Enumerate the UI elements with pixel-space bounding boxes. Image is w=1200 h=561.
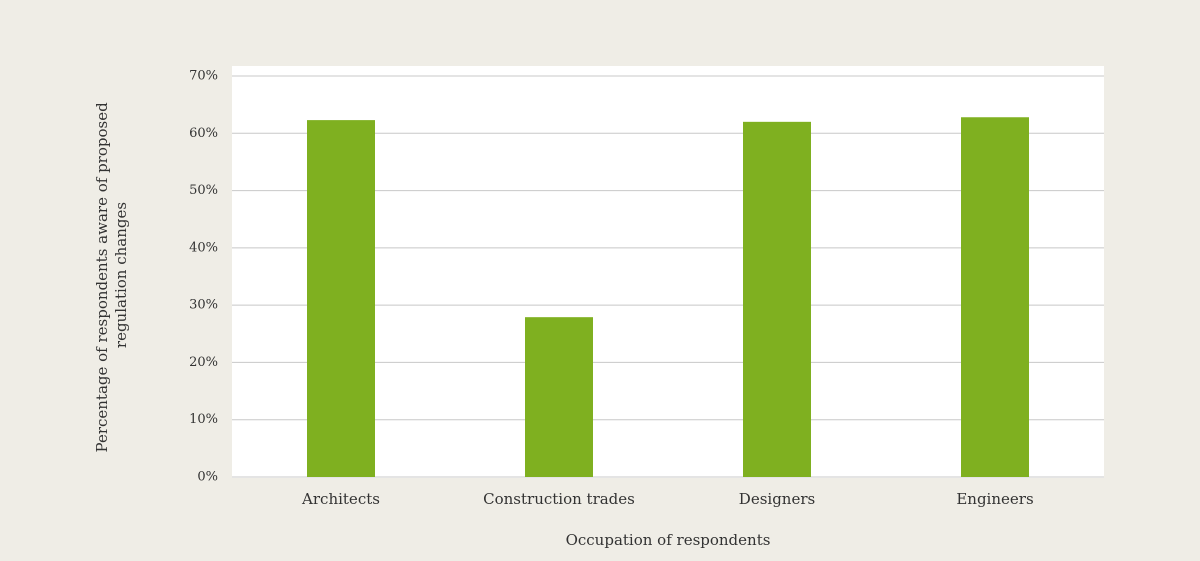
bar [743,121,811,477]
x-tick-label: Engineers [956,490,1033,508]
y-axis-label-line: Percentage of respondents aware of propo… [93,102,111,453]
x-tick-label: Designers [739,490,815,508]
plot-area [232,66,1104,478]
y-tick-label: 40% [189,240,218,255]
x-tick-label: Construction trades [483,490,635,508]
y-tick-label: 0% [197,470,218,485]
y-tick-label: 30% [189,298,218,313]
bar [961,117,1029,477]
bar [307,120,375,478]
y-tick-label: 10% [189,412,218,427]
x-axis-label: Occupation of respondents [566,531,771,549]
y-tick-label: 60% [189,126,218,141]
x-tick-label: Architects [301,490,380,508]
y-tick-label: 70% [189,69,218,84]
y-tick-label: 50% [189,183,218,198]
y-axis-label: Percentage of respondents aware of propo… [93,98,130,453]
y-axis-label-line: regulation changes [112,202,130,348]
bar [525,317,593,477]
y-tick-label: 20% [189,355,218,370]
